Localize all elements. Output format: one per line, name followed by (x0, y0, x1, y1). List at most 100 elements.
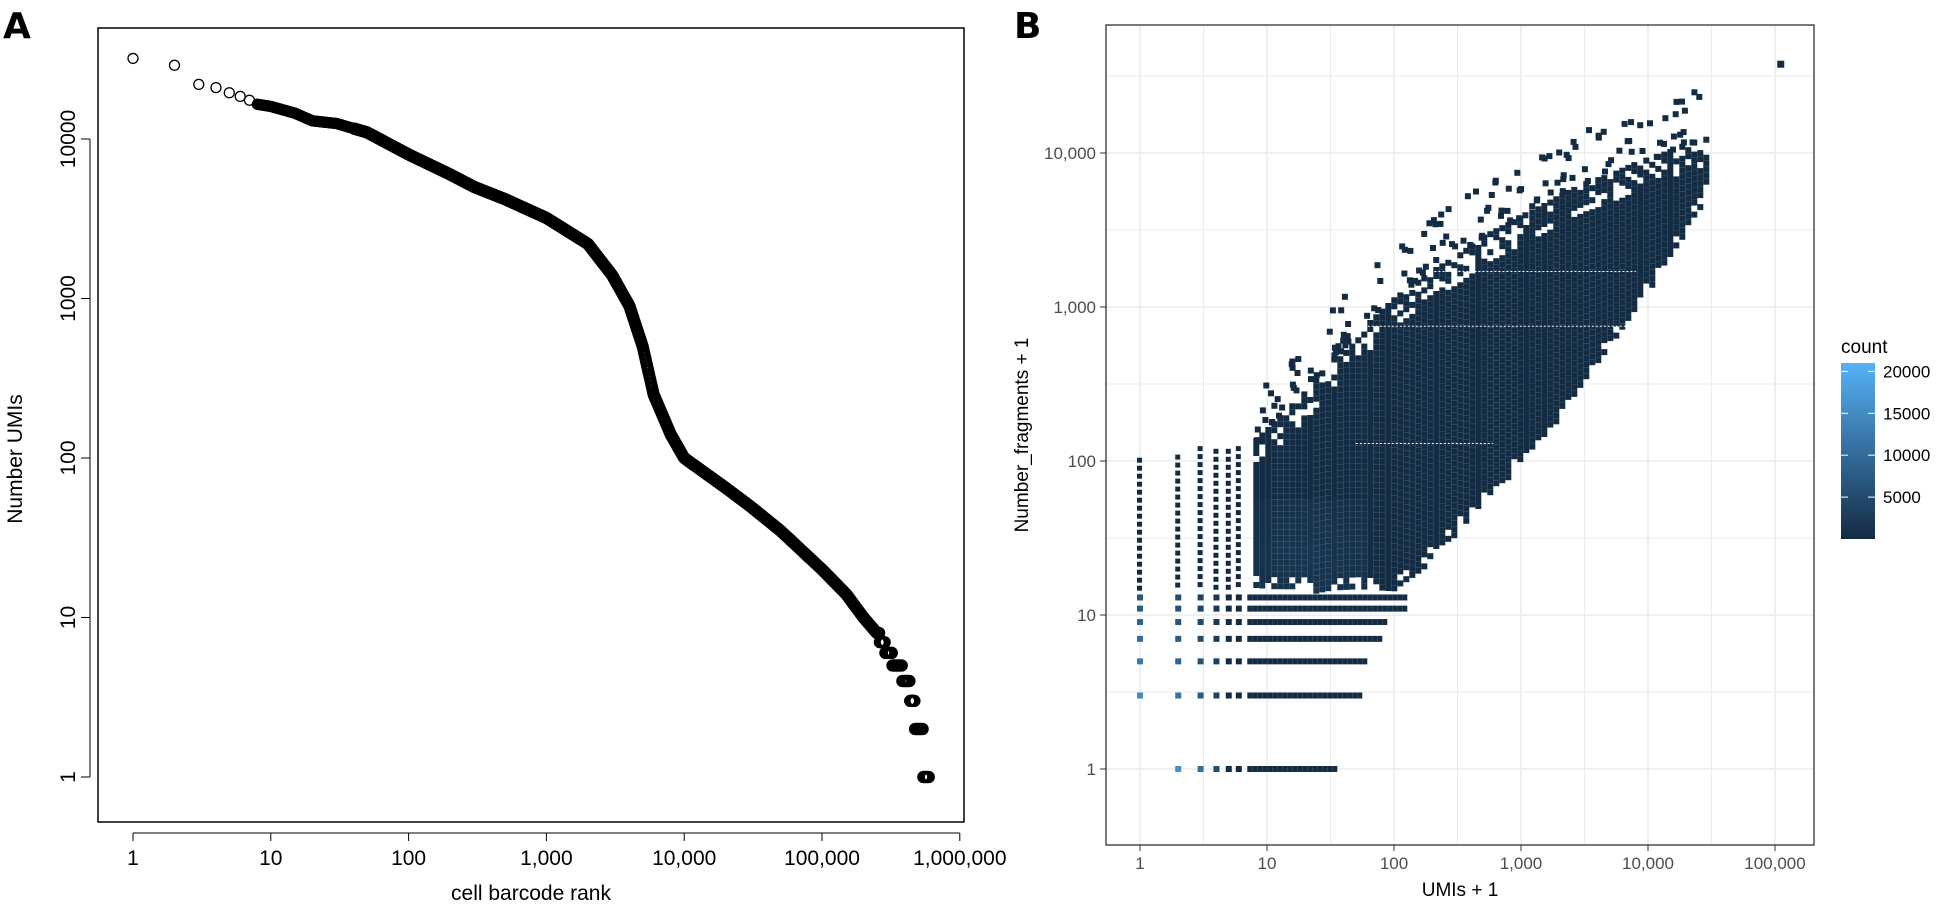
density-bin (1457, 498, 1464, 505)
density-bin (1337, 518, 1344, 525)
row-bin (1137, 658, 1143, 665)
density-bin (1535, 272, 1542, 279)
density-bin (1421, 485, 1428, 492)
density-bin (1397, 568, 1404, 575)
density-bin (1433, 267, 1440, 273)
density-bin (1271, 463, 1278, 470)
density-bin (1481, 486, 1488, 493)
density-bin (1565, 381, 1572, 388)
density-bin (1475, 341, 1482, 347)
density-bin (1589, 353, 1596, 360)
density-bin (1385, 507, 1392, 513)
density-bin (1529, 395, 1536, 402)
density-bin (1451, 412, 1458, 419)
density-bin (1631, 246, 1638, 253)
density-bin (1253, 552, 1260, 558)
outlier-bin (1439, 239, 1446, 246)
density-bin (1493, 294, 1500, 301)
row-bin (1175, 658, 1182, 665)
density-bin (1397, 400, 1404, 407)
density-bin (1703, 136, 1710, 143)
density-bin (1523, 291, 1530, 297)
density-bin (1661, 199, 1668, 206)
density-bin (1403, 378, 1410, 385)
column-bin (1197, 486, 1203, 492)
density-bin (1253, 582, 1260, 588)
density-bin (1637, 201, 1644, 208)
density-bin (1475, 251, 1482, 257)
density-bin (1367, 518, 1374, 524)
density-bin (1385, 513, 1392, 519)
row-bin (1317, 635, 1323, 642)
density-bin (1481, 294, 1488, 301)
density-bin (1577, 255, 1584, 262)
density-bin (1283, 469, 1290, 476)
density-bin (1541, 335, 1548, 341)
density-bin (1631, 270, 1638, 277)
density-bin (1529, 407, 1536, 414)
density-bin (1589, 215, 1596, 222)
density-bin (1547, 337, 1554, 344)
density-bin (1493, 324, 1500, 331)
row-bin (1317, 766, 1323, 772)
density-bin (1379, 584, 1386, 591)
density-bin (1349, 373, 1356, 380)
row-bin (1297, 635, 1303, 642)
x-tick-label: 100 (391, 847, 426, 870)
density-bin (1391, 567, 1398, 574)
density-bin (1553, 226, 1560, 233)
density-bin (1331, 446, 1338, 453)
density-bin (1313, 575, 1320, 582)
density-bin (1619, 287, 1626, 294)
column-bin (1137, 457, 1142, 463)
density-bin (1535, 314, 1542, 321)
density-bin (1523, 309, 1530, 315)
density-bin (1271, 427, 1278, 434)
outlier-bin (1586, 127, 1592, 134)
density-bin (1403, 438, 1410, 445)
density-bin (1385, 519, 1392, 525)
density-bin (1253, 564, 1260, 570)
outlier-bin (1581, 166, 1588, 173)
density-bin (1631, 186, 1638, 193)
density-bin (1391, 321, 1398, 328)
density-bin (1511, 447, 1518, 454)
density-bin (1319, 532, 1326, 539)
density-bin (1367, 350, 1374, 356)
density-bin (1463, 265, 1470, 272)
density-bin (1589, 347, 1596, 354)
density-bin (1427, 313, 1434, 320)
density-bin (1457, 408, 1464, 415)
panel-b-y-axis-title: Number_fragments + 1 (1012, 338, 1033, 533)
outlier-bin (1600, 128, 1607, 135)
density-bin (1547, 307, 1554, 314)
density-bin (1697, 174, 1704, 181)
density-bin (1427, 535, 1434, 542)
density-bin (1607, 191, 1614, 198)
row-bin (1322, 594, 1328, 601)
density-bin (1307, 523, 1314, 529)
density-bin (1385, 303, 1392, 309)
density-bin (1457, 360, 1464, 367)
outlier-bin (1445, 206, 1452, 213)
outlier-bin (1498, 212, 1504, 219)
density-bin (1307, 457, 1314, 463)
density-bin (1547, 229, 1554, 236)
density-bin (1313, 587, 1320, 594)
row-bin (1257, 594, 1263, 601)
density-bin (1385, 531, 1392, 537)
density-bin (1511, 309, 1518, 316)
density-bin (1493, 468, 1500, 475)
density-bin (1391, 471, 1398, 478)
density-bin (1367, 548, 1374, 554)
outlier-bin (1689, 139, 1696, 146)
density-bin (1577, 213, 1584, 220)
density-bin (1565, 309, 1572, 316)
density-bin (1331, 548, 1338, 555)
density-bin (1493, 408, 1500, 415)
density-bin (1457, 504, 1464, 511)
density-bin (1271, 499, 1278, 506)
density-bin (1289, 583, 1296, 590)
density-bin (1379, 440, 1386, 447)
density-bin (1523, 327, 1530, 333)
